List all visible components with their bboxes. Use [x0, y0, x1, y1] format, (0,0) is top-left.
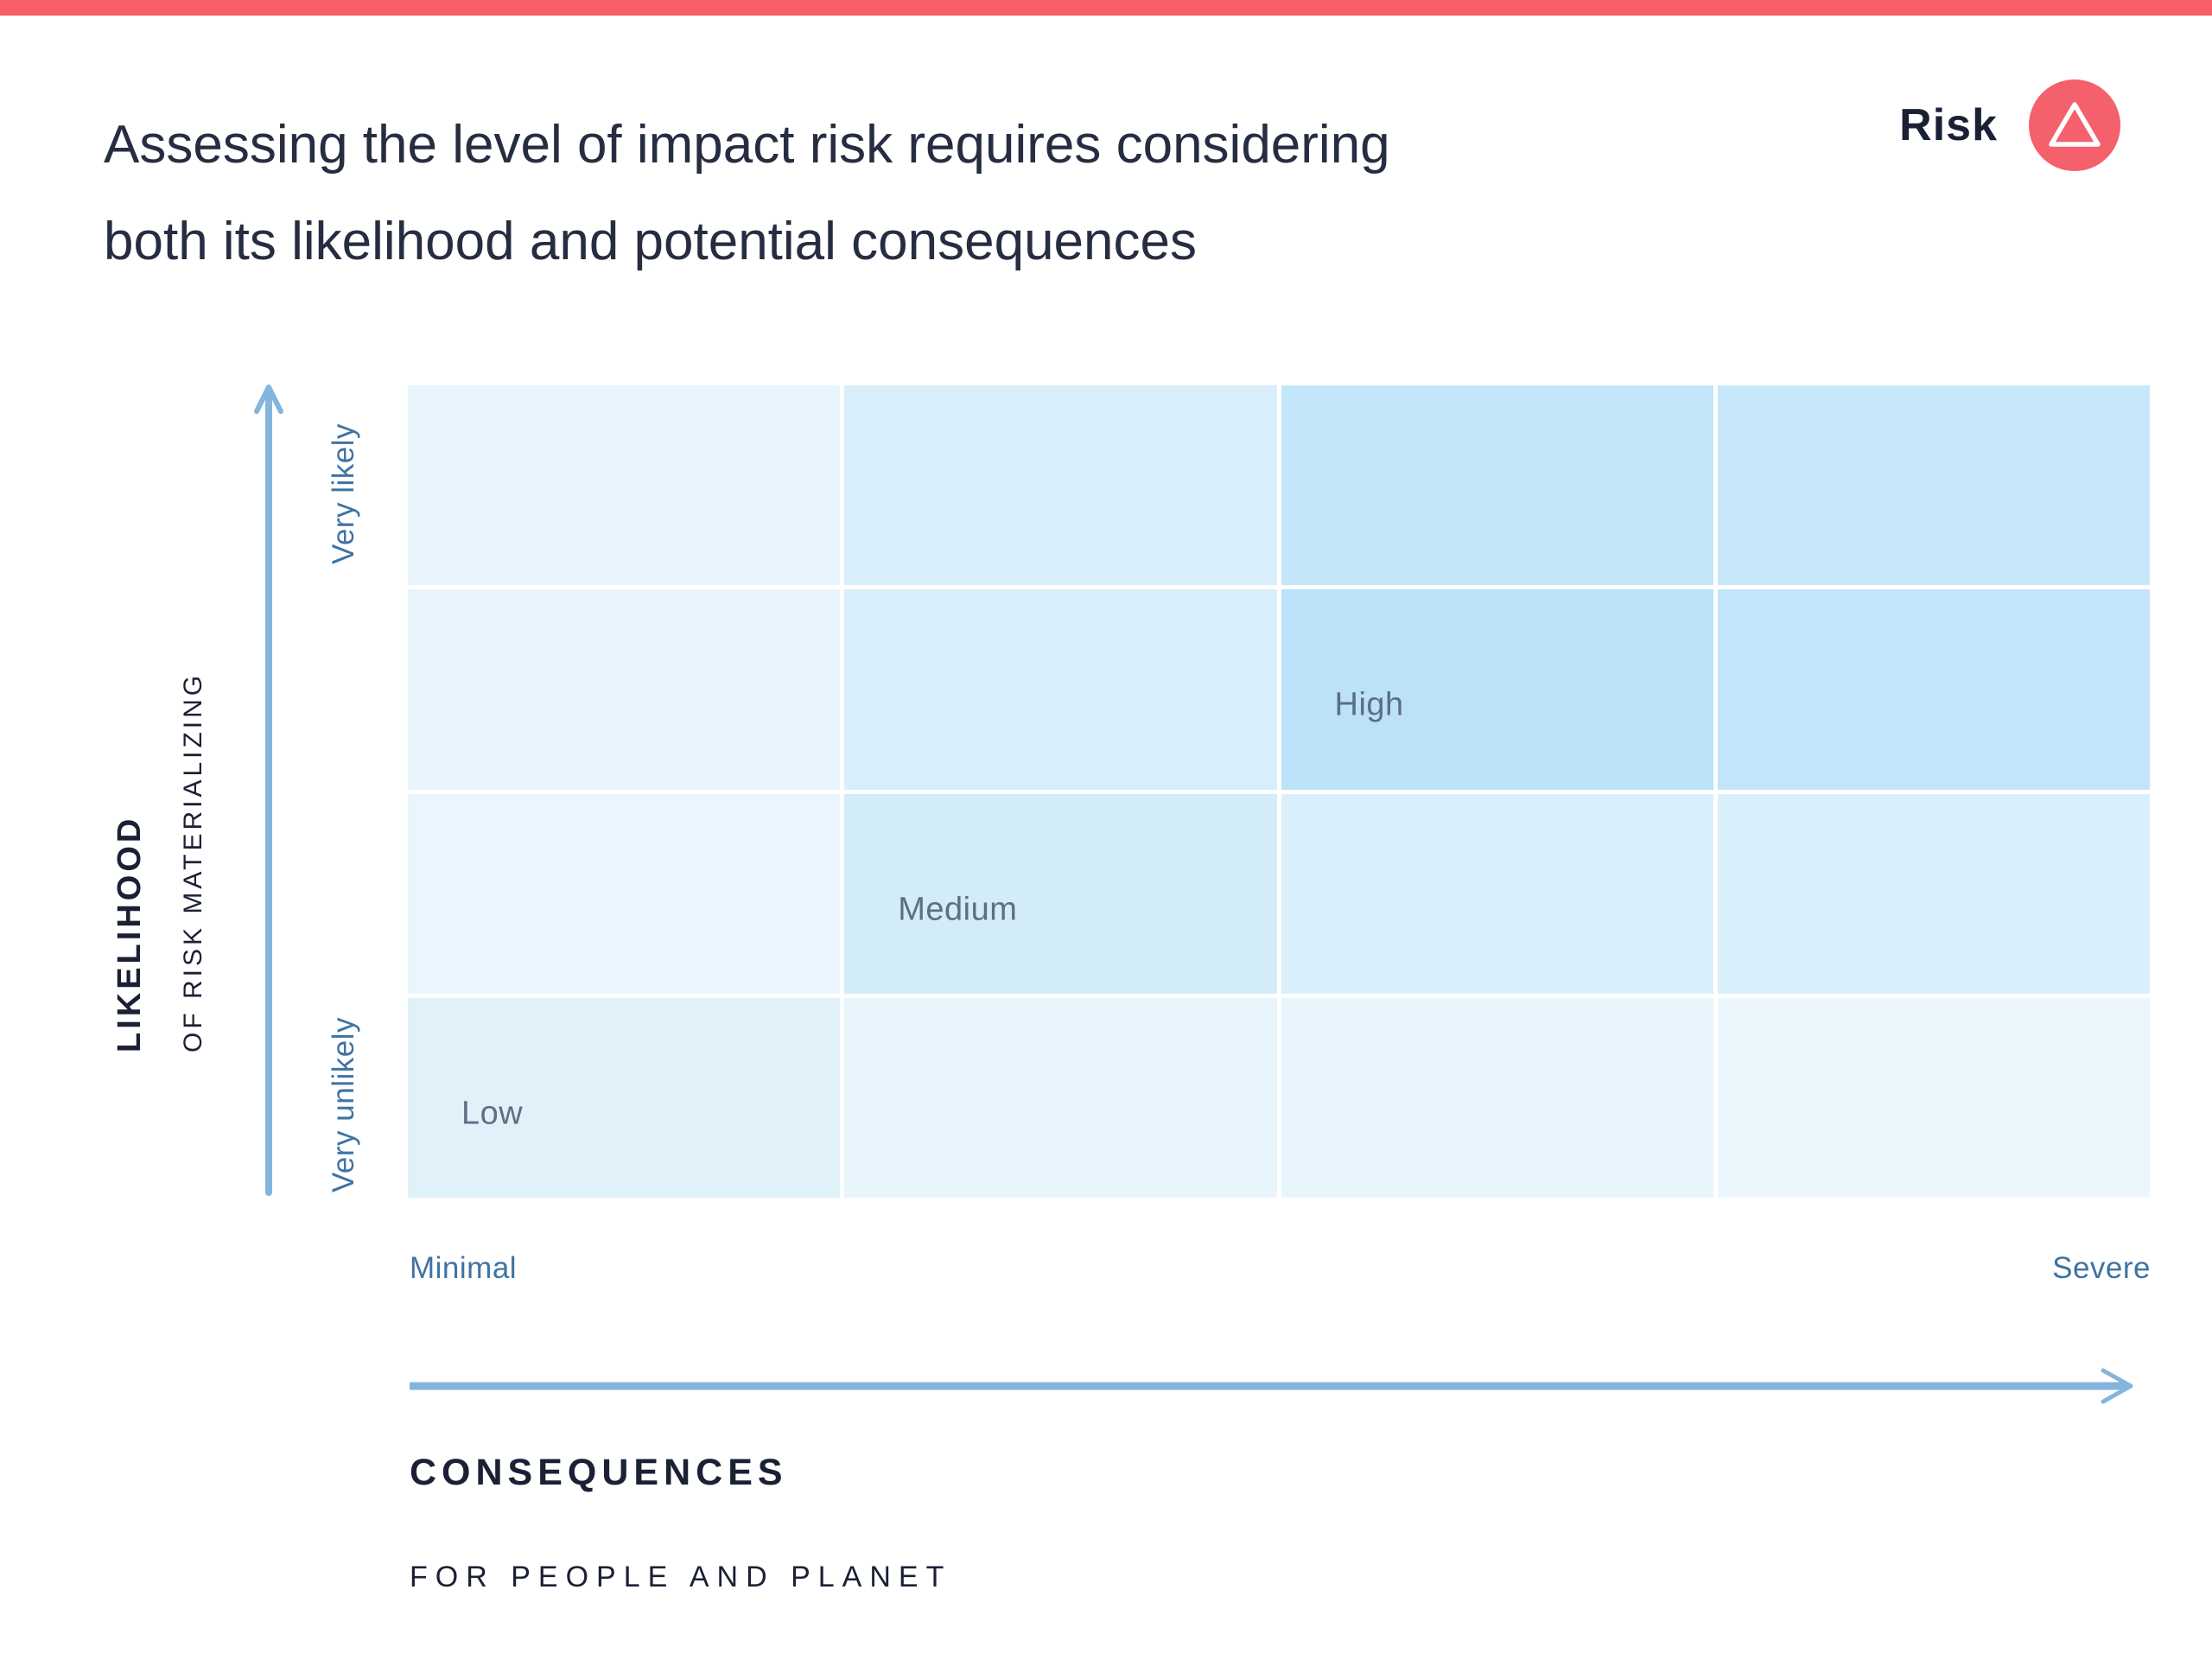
matrix-cell-r3c3	[1281, 793, 1713, 994]
matrix-cell-r3c1	[408, 793, 841, 994]
y-axis-subtitle: OF RISK MATERIALIZING	[179, 671, 207, 1052]
x-axis-min-label: Minimal	[410, 1251, 518, 1285]
matrix-cell-r1c1	[408, 385, 841, 586]
matrix-cell-r1c4	[1717, 385, 2150, 586]
y-axis-arrow	[254, 385, 283, 1196]
x-axis-subtitle: FOR PEOPLE AND PLANET	[410, 1561, 952, 1593]
matrix-cell-r3c2: Medium	[844, 793, 1277, 994]
x-axis-arrow	[410, 1368, 2133, 1404]
cell-label: Low	[461, 1095, 524, 1132]
y-axis-max-label: Very likely	[327, 423, 360, 564]
matrix-cell-r2c4	[1717, 589, 2150, 790]
y-axis-title: LIKELIHOOD	[111, 815, 148, 1052]
risk-brand: Risk	[1899, 79, 2120, 171]
x-axis-max-label: Severe	[2052, 1251, 2151, 1285]
page-title-line-2: both its likelihood and potential conseq…	[104, 212, 1198, 271]
x-axis-title: CONSEQUENCES	[410, 1452, 788, 1493]
matrix-cell-r2c3: High	[1281, 589, 1713, 790]
risk-badge	[2029, 79, 2120, 171]
matrix-cell-r4c2	[844, 997, 1277, 1198]
top-accent-bar	[0, 0, 2212, 16]
risk-matrix-grid: High Medium Low	[408, 385, 2150, 1198]
matrix-cell-r4c4	[1717, 997, 2150, 1198]
page-title: Assessing the level of impact risk requi…	[104, 97, 1797, 290]
cell-label: Medium	[898, 891, 1018, 928]
risk-brand-label: Risk	[1899, 100, 1998, 150]
page-title-line-1: Assessing the level of impact risk requi…	[104, 115, 1390, 175]
matrix-cell-r1c2	[844, 385, 1277, 586]
cell-label: High	[1334, 686, 1404, 723]
matrix-cell-r2c1	[408, 589, 841, 790]
matrix-cell-r4c3	[1281, 997, 1713, 1198]
triangle-outline-icon	[2049, 102, 2101, 147]
y-axis-min-label: Very unlikely	[327, 1017, 360, 1192]
matrix-cell-r2c2	[844, 589, 1277, 790]
matrix-cell-r3c4	[1717, 793, 2150, 994]
matrix-cell-r4c1: Low	[408, 997, 841, 1198]
matrix-cell-r1c3	[1281, 385, 1713, 586]
